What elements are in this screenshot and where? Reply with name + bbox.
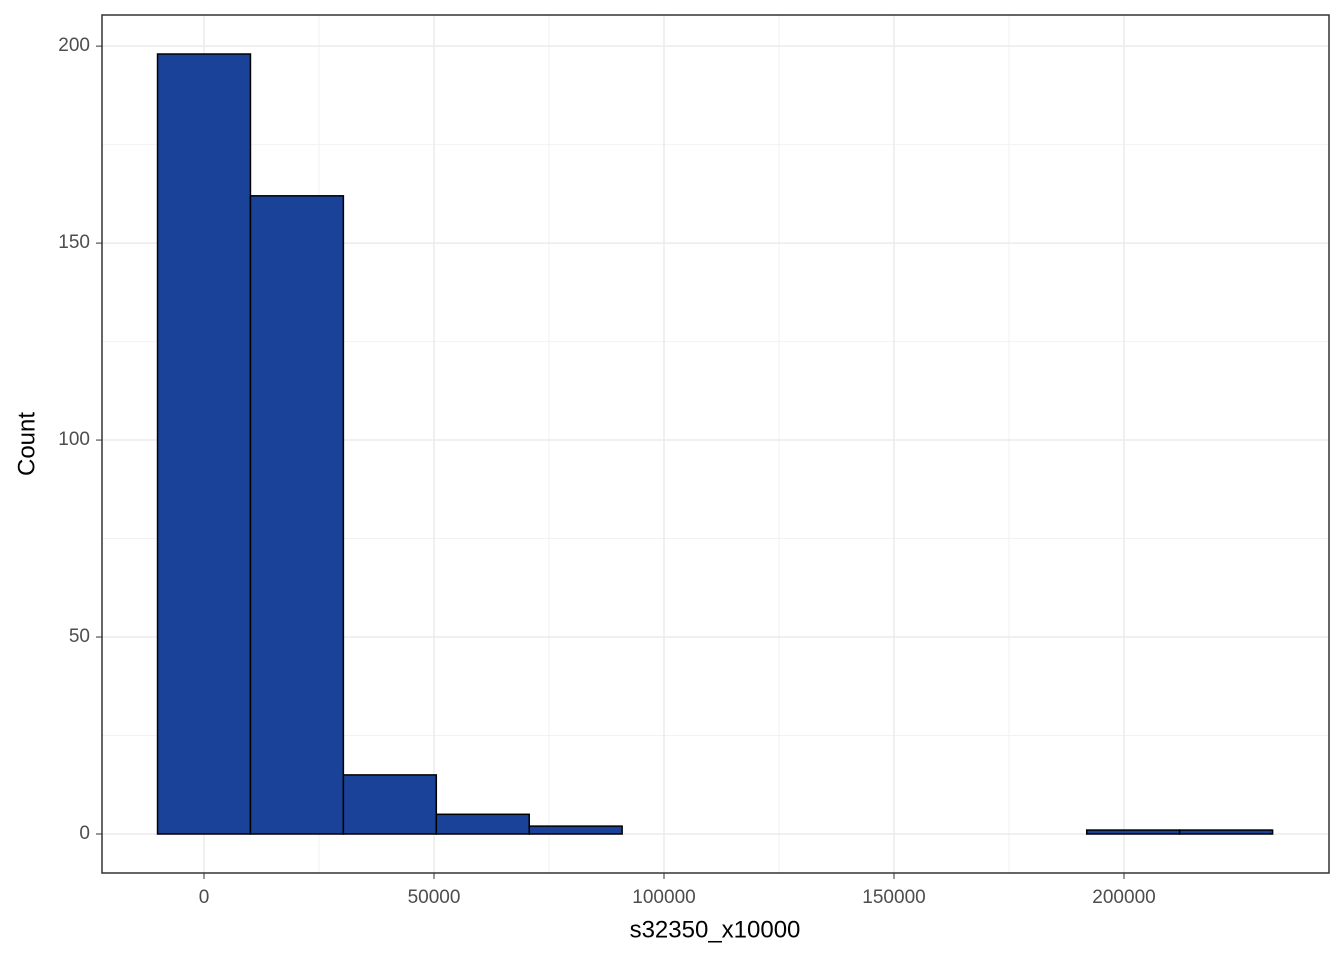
y-tick-label: 200 (58, 35, 90, 56)
x-tick-label: 200000 (1092, 887, 1155, 908)
panel-border (101, 14, 1330, 874)
x-tick-label: 150000 (862, 887, 925, 908)
x-tick-label: 0 (199, 887, 210, 908)
bar (249, 195, 345, 835)
y-axis-title: Count (13, 412, 40, 476)
bar (342, 774, 438, 835)
y-tick-label: 100 (58, 429, 90, 450)
bar (1178, 829, 1274, 835)
bar (156, 53, 252, 835)
x-axis-title: s32350_x10000 (630, 916, 801, 943)
y-tick-label: 150 (58, 232, 90, 253)
x-tick-label: 50000 (408, 887, 461, 908)
y-tick-label: 50 (69, 626, 90, 647)
bar (528, 825, 623, 835)
x-tick-label: 100000 (632, 887, 695, 908)
bar (435, 813, 530, 835)
y-tick-label: 0 (79, 823, 90, 844)
bar (1085, 829, 1181, 835)
